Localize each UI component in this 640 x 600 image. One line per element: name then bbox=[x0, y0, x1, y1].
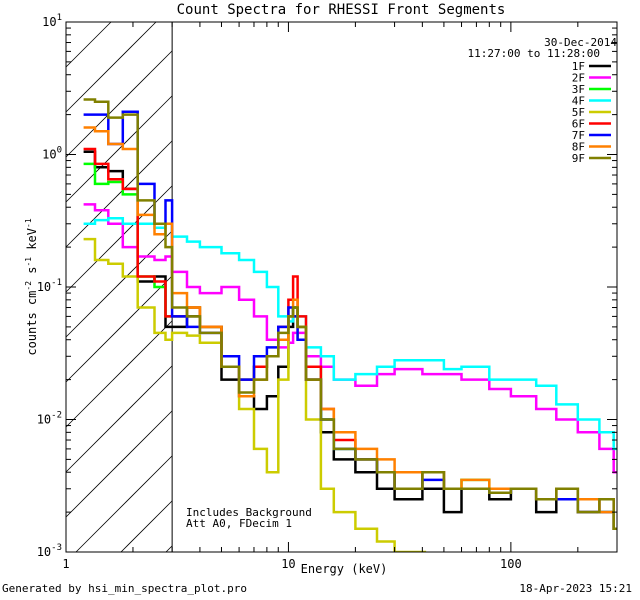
hatch-line-2 bbox=[65, 50, 173, 158]
y-tick-label-2: 10-1 bbox=[37, 278, 62, 294]
y-tick-label-0: 10-3 bbox=[37, 543, 62, 559]
x-tick-label-1: 10 bbox=[281, 557, 295, 571]
y-axis-label: counts cm-2 s-1 keV-1 bbox=[24, 218, 39, 355]
legend-label-7F: 7F bbox=[572, 129, 585, 142]
legend-label-1F: 1F bbox=[572, 60, 585, 73]
series-6F bbox=[83, 147, 617, 530]
legend-label-4F: 4F bbox=[572, 95, 585, 108]
series-3F bbox=[83, 162, 617, 530]
legend-label-5F: 5F bbox=[572, 106, 585, 119]
hatch-line-6 bbox=[65, 230, 173, 338]
hatch-line-7 bbox=[65, 275, 173, 383]
chart-title: Count Spectra for RHESSI Front Segments bbox=[177, 2, 506, 18]
hatch-line-13 bbox=[165, 545, 173, 553]
y-tick-label-4: 101 bbox=[42, 13, 62, 29]
annotation-attenuator: Att A0, FDecim 1 bbox=[186, 517, 292, 530]
series-9F bbox=[83, 98, 617, 530]
legend-label-6F: 6F bbox=[572, 118, 585, 131]
hatch-line-12 bbox=[120, 500, 173, 553]
series-8F bbox=[83, 126, 617, 530]
hatch-line-9 bbox=[65, 365, 173, 473]
hatched-background-region bbox=[65, 21, 173, 553]
hatch-line-3 bbox=[65, 95, 173, 203]
footer-timestamp: 18-Apr-2023 15:21 bbox=[519, 582, 632, 595]
axes: 1 10 100 10-3 10-2 10-1 100 101 bbox=[37, 13, 618, 571]
legend-label-9F: 9F bbox=[572, 152, 585, 165]
legend-label-3F: 3F bbox=[572, 83, 585, 96]
hatch-line-8 bbox=[65, 320, 173, 428]
series-7F bbox=[83, 110, 617, 530]
y-tick-label-1: 10-2 bbox=[37, 411, 62, 427]
x-axis-label: Energy (keV) bbox=[301, 562, 388, 576]
y-label-pre: counts cm bbox=[25, 291, 39, 356]
y-label-exp1: -2 bbox=[24, 281, 33, 291]
spectra-chart: Count Spectra for RHESSI Front Segments … bbox=[24, 2, 618, 576]
x-tick-label-0: 1 bbox=[62, 557, 69, 571]
hatch-line-1 bbox=[65, 21, 157, 113]
footer-generated: Generated by hsi_min_spectra_plot.pro bbox=[2, 582, 248, 595]
date-label: 30-Dec-2014 bbox=[544, 36, 617, 49]
series-1F bbox=[83, 150, 617, 530]
y-label-exp3: -1 bbox=[24, 218, 33, 228]
x-tick-label-2: 100 bbox=[500, 557, 522, 571]
hatch-line-4 bbox=[65, 140, 173, 248]
y-label-post: keV bbox=[25, 228, 39, 257]
legend-label-2F: 2F bbox=[572, 72, 585, 85]
time-range-label: 11:27:00 to 11:28:00 bbox=[468, 47, 600, 60]
hatch-line-0 bbox=[65, 21, 112, 68]
legend-label-8F: 8F bbox=[572, 141, 585, 154]
hatch-line-11 bbox=[75, 455, 173, 553]
annotation-background: Includes Background bbox=[186, 506, 312, 519]
series-5F bbox=[83, 237, 427, 552]
y-label-mid: s bbox=[25, 267, 39, 281]
plot-frame bbox=[65, 21, 618, 553]
y-label-exp2: -1 bbox=[24, 257, 33, 267]
hatch-line-10 bbox=[65, 410, 173, 518]
series-2F bbox=[83, 203, 617, 474]
y-tick-label-3: 100 bbox=[42, 146, 62, 162]
series-layer bbox=[83, 98, 617, 552]
